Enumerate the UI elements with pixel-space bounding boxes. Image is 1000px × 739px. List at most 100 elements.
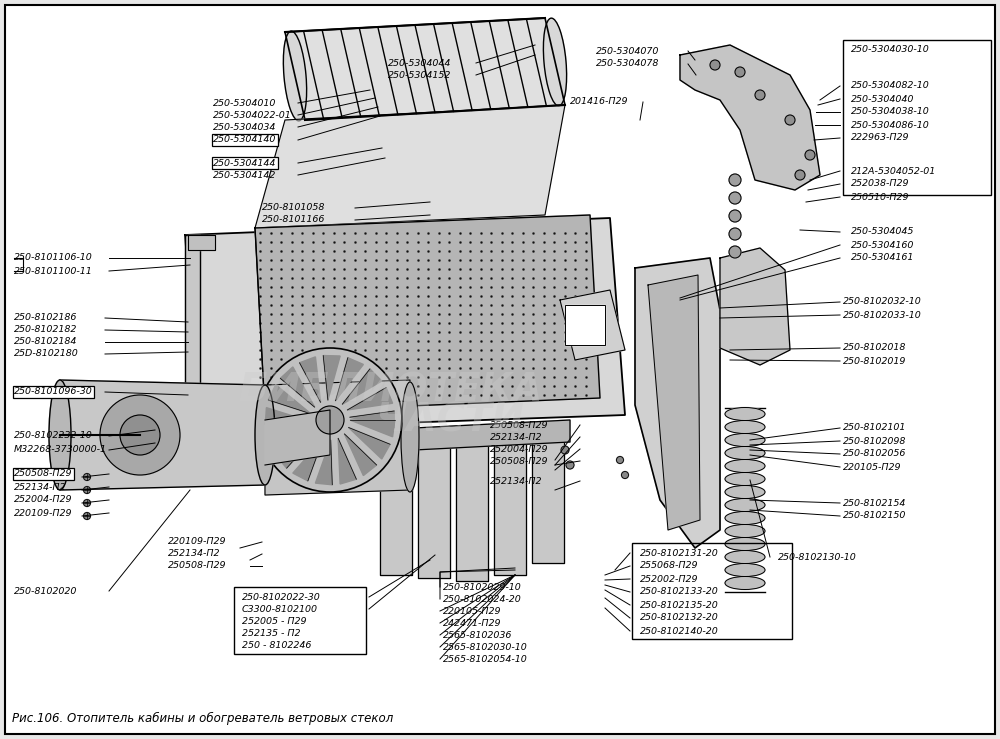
Polygon shape (300, 357, 321, 402)
Circle shape (729, 174, 741, 186)
Text: 250-8102018: 250-8102018 (843, 344, 906, 353)
Text: 220109-П29: 220109-П29 (168, 537, 226, 547)
Polygon shape (315, 440, 332, 485)
Polygon shape (347, 387, 393, 410)
Polygon shape (255, 105, 565, 228)
Polygon shape (350, 420, 395, 437)
Text: 201416-П29: 201416-П29 (570, 98, 629, 106)
Text: 252004-П29: 252004-П29 (14, 496, 72, 505)
Text: 252038-П29: 252038-П29 (851, 180, 910, 188)
Text: 250510-П29: 250510-П29 (851, 192, 910, 202)
Polygon shape (60, 380, 265, 490)
Polygon shape (648, 275, 700, 530)
Text: 250508-П29: 250508-П29 (14, 469, 72, 478)
Bar (234, 587, 366, 654)
Ellipse shape (725, 420, 765, 434)
Text: 25D-8102180: 25D-8102180 (14, 350, 79, 358)
Text: 250-5304040: 250-5304040 (851, 95, 914, 103)
Text: 252005 - П29: 252005 - П29 (242, 616, 306, 625)
Text: 250-8101106-10: 250-8101106-10 (14, 253, 93, 262)
Circle shape (561, 446, 569, 454)
Text: 2565-8102054-10: 2565-8102054-10 (443, 655, 528, 664)
Text: 250-8102154: 250-8102154 (843, 499, 906, 508)
Text: 250-8102131-20: 250-8102131-20 (640, 548, 719, 557)
Polygon shape (560, 290, 625, 360)
Polygon shape (280, 367, 315, 407)
Ellipse shape (725, 460, 765, 472)
Text: 250-8102024-20: 250-8102024-20 (443, 594, 522, 604)
Text: 250-8102133-20: 250-8102133-20 (640, 588, 719, 596)
Polygon shape (342, 369, 382, 404)
Polygon shape (349, 427, 390, 459)
Polygon shape (418, 438, 450, 578)
Text: 250-5304161: 250-5304161 (851, 253, 914, 262)
Text: 242471-П29: 242471-П29 (443, 619, 502, 627)
Text: 252004-П29: 252004-П29 (490, 444, 548, 454)
Polygon shape (265, 410, 330, 465)
Circle shape (729, 192, 741, 204)
Text: 2565-8102030-10: 2565-8102030-10 (443, 642, 528, 652)
Circle shape (84, 500, 90, 506)
Text: 250-5304022-01: 250-5304022-01 (213, 111, 292, 120)
Text: 250-8101166: 250-8101166 (262, 216, 325, 225)
Circle shape (795, 170, 805, 180)
Circle shape (729, 228, 741, 240)
Polygon shape (185, 218, 625, 430)
Text: ЧАСТИ: ЧАСТИ (376, 401, 524, 439)
Polygon shape (456, 436, 488, 581)
Text: 250-8102130-10: 250-8102130-10 (778, 553, 857, 562)
Ellipse shape (725, 525, 765, 537)
Circle shape (805, 150, 815, 160)
Text: 250-5304082-10: 250-5304082-10 (851, 81, 930, 90)
Text: 250-8102186: 250-8102186 (14, 313, 77, 322)
Text: 250-8101100-11: 250-8101100-11 (14, 267, 93, 276)
Circle shape (84, 486, 90, 494)
Text: 222963-П29: 222963-П29 (851, 134, 910, 143)
Text: 250-8102056: 250-8102056 (843, 449, 906, 458)
Ellipse shape (725, 472, 765, 486)
Circle shape (566, 461, 574, 469)
Circle shape (755, 90, 765, 100)
Ellipse shape (725, 551, 765, 564)
Text: 220109-П29: 220109-П29 (14, 508, 72, 517)
Text: С3300-8102100: С3300-8102100 (242, 605, 318, 613)
Text: 252134-П2: 252134-П2 (490, 477, 542, 486)
Text: 250-5304140: 250-5304140 (213, 135, 276, 145)
Text: 250-5304144: 250-5304144 (213, 158, 276, 168)
Text: 220105-П29: 220105-П29 (443, 607, 502, 616)
Ellipse shape (401, 382, 419, 492)
Text: 250-5304160: 250-5304160 (851, 240, 914, 250)
Circle shape (84, 513, 90, 520)
Ellipse shape (100, 395, 180, 475)
Ellipse shape (283, 31, 307, 121)
Polygon shape (285, 18, 565, 120)
Text: 252002-П29: 252002-П29 (640, 574, 698, 584)
Polygon shape (344, 434, 377, 475)
Polygon shape (188, 235, 215, 250)
Circle shape (729, 210, 741, 222)
Text: 250-8102033-10: 250-8102033-10 (843, 310, 922, 319)
Text: 250508-П29: 250508-П29 (490, 420, 548, 429)
Text: 252134-П2: 252134-П2 (14, 483, 66, 491)
Text: 250-8102032-10: 250-8102032-10 (843, 298, 922, 307)
Ellipse shape (120, 415, 160, 455)
Text: 250-8102182: 250-8102182 (14, 325, 77, 335)
Text: 250 - 8102246: 250 - 8102246 (242, 641, 311, 650)
Text: 250-5304034: 250-5304034 (213, 123, 276, 132)
Polygon shape (720, 248, 790, 365)
Polygon shape (375, 420, 570, 452)
Polygon shape (680, 45, 820, 190)
Text: 250-8102184: 250-8102184 (14, 338, 77, 347)
Text: 250-5304078: 250-5304078 (596, 60, 659, 69)
Text: БИБЛИОТЕКА: БИБЛИОТЕКА (238, 371, 542, 409)
Text: 250-5304010: 250-5304010 (213, 98, 276, 107)
Ellipse shape (316, 406, 344, 434)
Polygon shape (266, 429, 312, 449)
Text: 250-8102135-20: 250-8102135-20 (640, 601, 719, 610)
Bar (843, 40, 991, 195)
Ellipse shape (725, 499, 765, 511)
Ellipse shape (49, 380, 71, 490)
Bar (565, 305, 605, 345)
Text: 250-5304142: 250-5304142 (213, 171, 276, 180)
Text: 250-5304070: 250-5304070 (596, 47, 659, 55)
